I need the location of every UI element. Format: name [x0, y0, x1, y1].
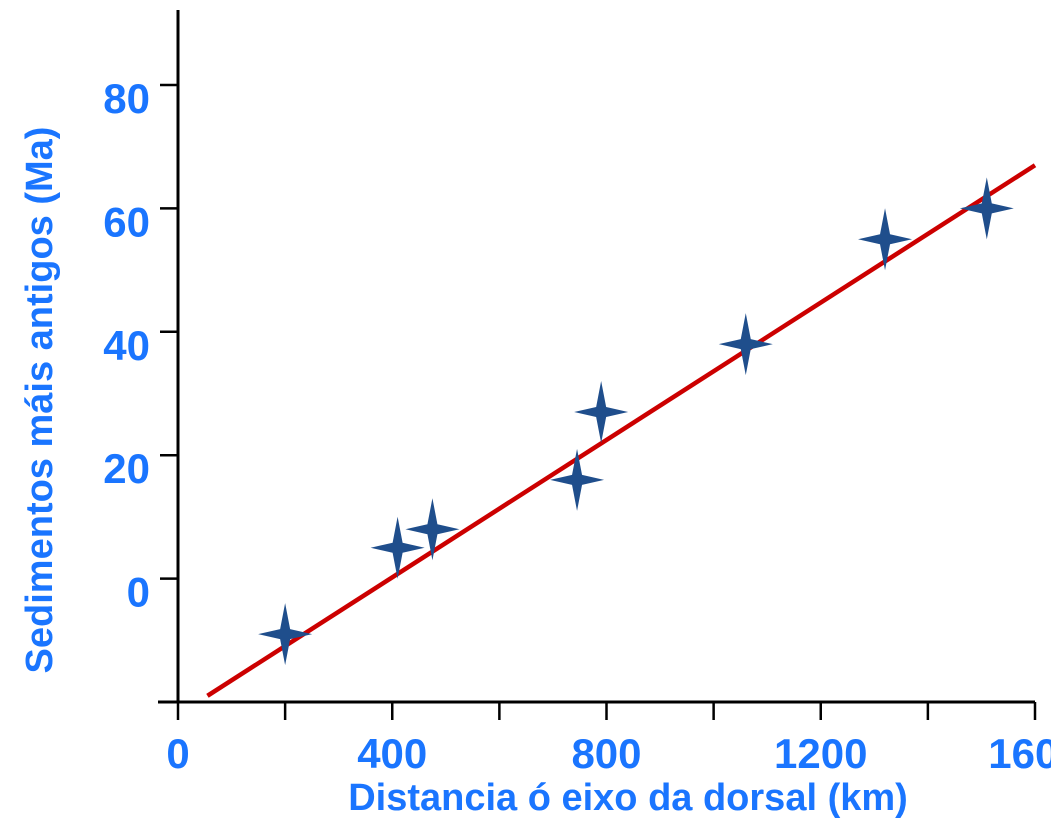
data-point-star — [405, 498, 460, 561]
trend-line — [206, 163, 1037, 698]
x-tick-label: 0 — [166, 730, 189, 777]
y-ticks — [160, 83, 178, 704]
x-axis-title: Distancia ó eixo da dorsal (km) — [348, 777, 908, 819]
data-point-star — [718, 313, 773, 376]
y-tick-label: 40 — [103, 322, 150, 369]
data-point-star — [959, 177, 1014, 240]
y-tick-labels: 0 20 40 60 80 — [103, 75, 150, 616]
y-tick-label: 80 — [103, 75, 150, 122]
data-point-star — [550, 448, 605, 511]
x-tick-label: 400 — [357, 730, 427, 777]
data-points — [258, 177, 1014, 666]
data-point-star — [370, 516, 425, 579]
y-tick-label: 60 — [103, 198, 150, 245]
data-point-star — [574, 381, 629, 444]
x-tick-label: 800 — [571, 730, 641, 777]
x-tick-label: 1200 — [774, 730, 867, 777]
data-point-star — [858, 208, 913, 271]
axes — [158, 10, 1035, 704]
y-tick-label: 20 — [103, 445, 150, 492]
x-ticks — [176, 702, 1037, 720]
y-axis-title: Sedimentos máis antigos (Ma) — [19, 127, 61, 674]
data-point-star — [258, 603, 313, 666]
y-tick-label: 0 — [127, 569, 150, 616]
